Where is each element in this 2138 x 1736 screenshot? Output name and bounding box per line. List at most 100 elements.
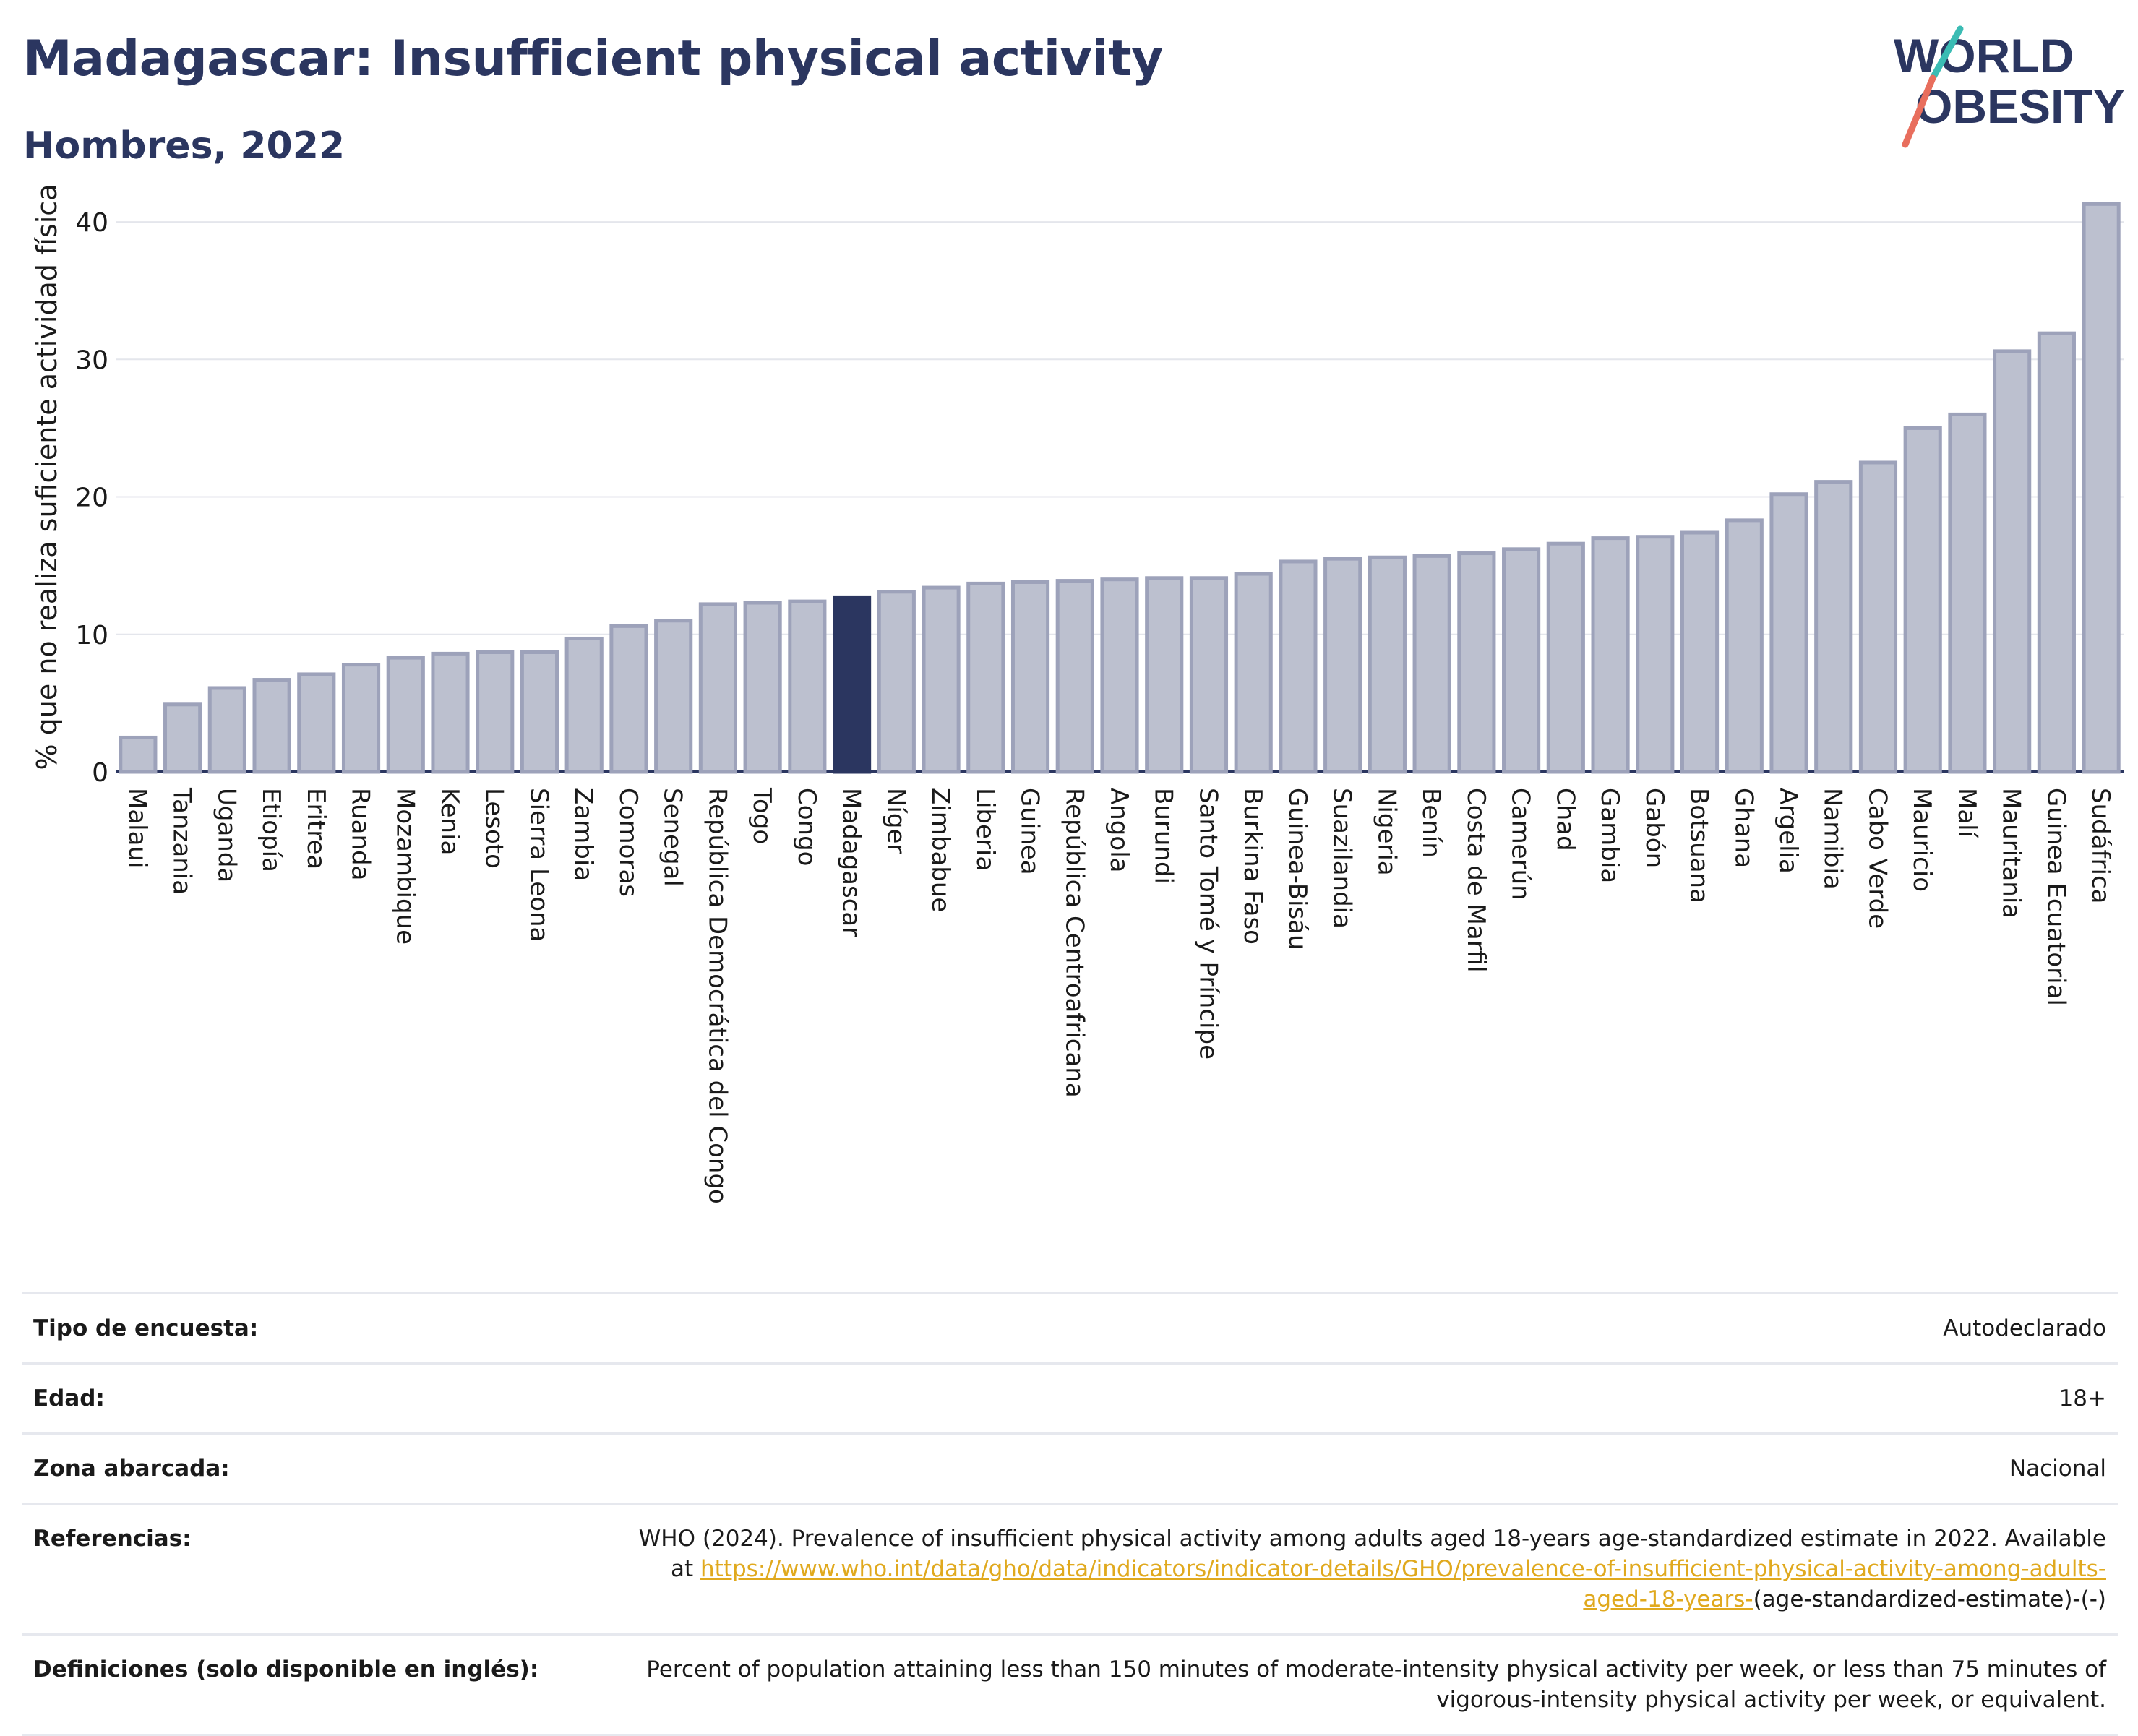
- logo-line-1: WORLD: [1894, 29, 2074, 82]
- bar: [1993, 349, 2032, 774]
- x-tick-label: Suazilandia: [1328, 788, 1357, 929]
- x-tick-label: Nigeria: [1372, 788, 1401, 876]
- bar: [1948, 412, 1987, 774]
- x-tick-label: Argelia: [1774, 788, 1803, 874]
- x-tick-label: Comoras: [614, 788, 643, 897]
- bar: [476, 650, 515, 774]
- y-tick-label: 10: [75, 621, 108, 650]
- bar: [1769, 492, 1808, 774]
- x-tick-label: Burundi: [1149, 788, 1178, 884]
- x-tick-label: Uganda: [212, 788, 241, 882]
- info-row-area: Zona abarcada: Nacional: [22, 1432, 2118, 1503]
- y-tick-label: 40: [75, 208, 108, 238]
- info-value: Nacional: [2009, 1456, 2106, 1482]
- y-tick-label: 30: [75, 345, 108, 375]
- bar: [877, 590, 916, 774]
- x-tick-labels: Malaui Tanzania Uganda Etiopía Eritrea Ruanda…: [123, 787, 2115, 1204]
- bar: [252, 678, 291, 774]
- bar: [922, 585, 961, 774]
- bar: [1368, 555, 1407, 774]
- bar: [1858, 460, 1898, 774]
- bar: [520, 650, 559, 774]
- info-row-definitions: Definiciones (solo disponible en inglés)…: [22, 1633, 2118, 1736]
- x-tick-label: Senegal: [658, 788, 687, 887]
- info-value: Autodeclarado: [1943, 1315, 2106, 1341]
- bar: [207, 686, 246, 774]
- x-tick-label: Burkina Faso: [1238, 788, 1267, 945]
- bar: [1412, 554, 1451, 774]
- x-tick-label: Chad: [1550, 788, 1579, 851]
- info-value: 18+: [2058, 1385, 2106, 1411]
- x-tick-label: Guinea Ecuatorial: [2041, 788, 2070, 1006]
- info-row-age: Edad: 18+: [22, 1362, 2118, 1432]
- bar: [743, 601, 782, 774]
- reference-link-suffix: (age-standardized-estimate)-(-): [1753, 1586, 2106, 1612]
- reference-text: WHO (2024). Prevalence of insufficient p…: [638, 1526, 2106, 1582]
- bar: [1323, 557, 1362, 774]
- x-tick-label: Cabo Verde: [1863, 788, 1892, 929]
- bar: [1591, 536, 1630, 774]
- x-tick-label: Santo Tomé y Príncipe: [1193, 788, 1222, 1060]
- x-tick-label: Liberia: [971, 788, 1000, 871]
- x-tick-label: República Centroafricana: [1060, 788, 1089, 1098]
- x-tick-label: Zimbabue: [926, 788, 955, 912]
- x-tick-label: Sudáfrica: [2086, 788, 2115, 903]
- x-tick-label: Kenia: [435, 788, 464, 855]
- x-tick-label: Níger: [881, 788, 910, 854]
- bar: [966, 581, 1005, 774]
- bar: [1502, 547, 1541, 774]
- x-tick-label: Malí: [1952, 788, 1981, 839]
- bar: [119, 735, 158, 774]
- page-title: Madagascar: Insufficient physical activi…: [23, 30, 1164, 87]
- logo-slash-teal: [1929, 25, 1964, 82]
- bar: [1145, 576, 1184, 774]
- bar: [1680, 530, 1720, 774]
- bar: [1636, 535, 1675, 774]
- x-tick-label: Zambia: [569, 788, 598, 881]
- bar: [1457, 551, 1496, 774]
- y-axis-label: % que no realiza suficiente actividad fí…: [31, 184, 63, 770]
- x-tick-label: Camerún: [1506, 788, 1535, 901]
- info-row-survey-type: Tipo de encuesta: Autodeclarado: [22, 1292, 2118, 1362]
- bars: [119, 202, 2121, 774]
- bar: [1189, 576, 1229, 774]
- x-tick-label: Congo: [792, 788, 821, 866]
- bar: [1100, 577, 1139, 774]
- x-tick-label: Guinea: [1016, 788, 1044, 875]
- x-tick-label: Costa de Marfil: [1461, 788, 1490, 973]
- bar: [1814, 480, 1853, 774]
- y-tick-label: 20: [75, 484, 108, 513]
- x-tick-label: Benín: [1417, 788, 1446, 858]
- x-tick-label: Mauritania: [1997, 788, 2026, 919]
- logo-line-2: OBESITY: [1915, 80, 2125, 133]
- info-value: WHO (2024). Prevalence of insufficient p…: [611, 1524, 2106, 1615]
- y-tick-labels: 0 10 20 30 40: [75, 208, 108, 788]
- info-table: Tipo de encuesta: Autodeclarado Edad: 18…: [22, 1292, 2118, 1736]
- info-label: Zona abarcada:: [33, 1456, 230, 1482]
- x-tick-label: Namibia: [1819, 788, 1847, 890]
- bar: [1055, 579, 1094, 774]
- y-tick-label: 0: [92, 758, 108, 788]
- x-tick-label: Tanzania: [168, 787, 197, 895]
- reference-link[interactable]: https://www.who.int/data/gho/data/indica…: [700, 1556, 2106, 1612]
- x-tick-label: Botsuana: [1685, 788, 1714, 903]
- info-label: Referencias:: [33, 1526, 192, 1552]
- info-label: Edad:: [33, 1385, 105, 1411]
- bar: [341, 663, 381, 774]
- x-tick-label: Ruanda: [346, 788, 375, 880]
- x-tick-label: Togo: [747, 787, 776, 844]
- info-value: Percent of population attaining less tha…: [646, 1656, 2106, 1713]
- bar: [788, 599, 827, 774]
- x-tick-label: República Democrática del Congo: [703, 788, 731, 1204]
- bar: [1234, 572, 1273, 774]
- bar: [1010, 580, 1050, 774]
- x-tick-label: Sierra Leona: [524, 788, 553, 942]
- bar: [654, 619, 693, 774]
- x-tick-label: Eritrea: [301, 788, 330, 869]
- x-tick-label: Gambia: [1595, 788, 1624, 883]
- x-tick-label: Ghana: [1729, 788, 1758, 868]
- bar: [1903, 426, 1942, 774]
- bar-highlighted: [833, 595, 872, 774]
- info-label: Tipo de encuesta:: [33, 1315, 259, 1341]
- bar: [297, 672, 336, 774]
